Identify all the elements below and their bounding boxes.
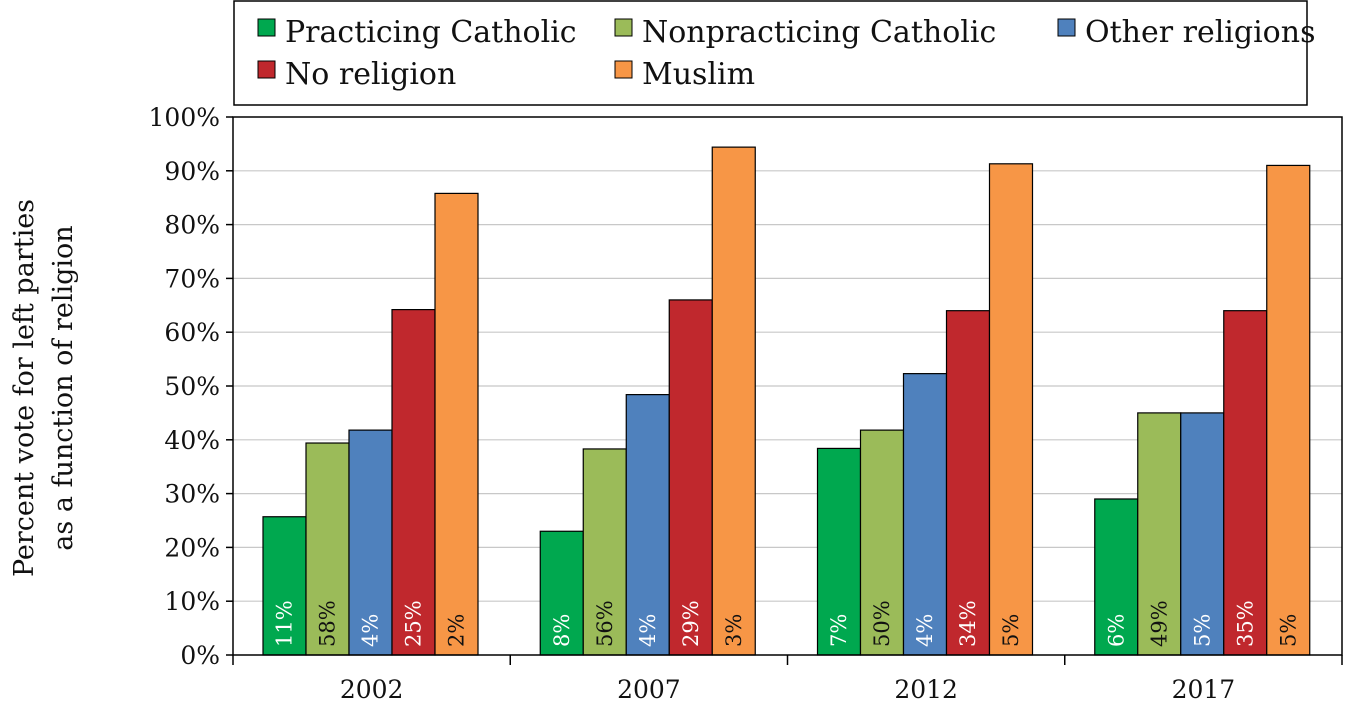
y-tick-label: 90% <box>164 157 220 186</box>
bar-data-label: 5% <box>1276 614 1300 647</box>
bar-data-label: 56% <box>593 600 617 647</box>
plot-frame <box>232 116 1343 656</box>
bar-data-label: 6% <box>1104 614 1128 647</box>
y-tick-label: 80% <box>164 211 220 240</box>
x-tick-label: 2002 <box>340 675 404 704</box>
legend-entry: Other religions <box>1085 15 1315 50</box>
bar-data-label: 5% <box>999 614 1023 647</box>
bar-data-label: 4% <box>636 614 660 647</box>
bar <box>816 447 862 656</box>
y-tick-label: 70% <box>164 264 220 293</box>
bar <box>305 442 350 656</box>
bar <box>1223 310 1268 656</box>
y-axis: 0% 10% 20% 30% 40% 50% 60% 70% 80% 90% 100% <box>149 103 233 670</box>
legend-entry: Practicing Catholic <box>285 15 577 50</box>
legend: Practicing Catholic Nonpracticing Catholi… <box>233 0 1315 106</box>
bar-data-label: 11% <box>273 600 297 647</box>
y-tick-label: 100% <box>149 103 220 132</box>
bar-data-label: 35% <box>1233 600 1257 647</box>
y-tick-label: 60% <box>164 318 220 347</box>
x-tick-label: 2017 <box>1172 675 1236 704</box>
legend-entry: Muslim <box>642 57 755 92</box>
y-tick-label: 20% <box>164 533 220 562</box>
legend-swatch <box>257 18 276 37</box>
legend-swatch <box>1057 18 1076 37</box>
y-axis-label-line-2: as a function of religion <box>48 225 79 550</box>
bar <box>859 429 905 656</box>
bar <box>902 373 948 656</box>
y-tick-label: 50% <box>164 372 220 401</box>
bar-data-label: 58% <box>316 600 340 647</box>
bar-data-label: 8% <box>550 614 574 647</box>
bar-data-label: 2% <box>445 614 469 647</box>
legend-swatch <box>257 60 276 79</box>
legend-swatch <box>614 18 633 37</box>
bar-data-label: 4% <box>913 614 937 647</box>
bar <box>945 310 991 656</box>
legend-box <box>233 0 1308 106</box>
bar-data-label: 25% <box>402 600 426 647</box>
y-tick-label: 40% <box>164 426 220 455</box>
bar <box>1094 498 1139 656</box>
legend-entry: Nonpracticing Catholic <box>642 15 996 50</box>
x-tick-label: 2012 <box>894 675 958 704</box>
legend-swatch <box>614 60 633 79</box>
bar-data-label: 50% <box>870 600 894 647</box>
bars: 11% 58% 4% 25% 2% 8% 56% 4% 29% 3% 7% 50% 4% 34% 5% 6% 4… <box>262 146 1311 656</box>
bar <box>625 394 670 656</box>
bar <box>1137 412 1182 656</box>
bar <box>262 516 307 656</box>
y-tick-label: 0% <box>180 641 220 670</box>
bar-data-label: 49% <box>1147 600 1171 647</box>
bar-data-label: 34% <box>956 600 980 647</box>
bar <box>1266 164 1311 656</box>
x-axis: 2002 2007 2012 2017 <box>232 655 1343 704</box>
bar-data-label: 7% <box>827 614 851 647</box>
x-tick-label: 2007 <box>617 675 681 704</box>
bar-data-label: 4% <box>359 614 383 647</box>
bar <box>668 299 713 656</box>
bar <box>988 163 1034 656</box>
bar-data-label: 5% <box>1190 614 1214 647</box>
y-axis-label-line-1: Percent vote for left parties <box>9 199 40 577</box>
bar <box>711 146 756 656</box>
bar-data-label: 3% <box>722 614 746 647</box>
bar-data-label: 29% <box>679 600 703 647</box>
y-tick-label: 10% <box>164 587 220 616</box>
y-tick-label: 30% <box>164 480 220 509</box>
bar <box>434 192 479 656</box>
legend-entry: No religion <box>285 57 456 92</box>
